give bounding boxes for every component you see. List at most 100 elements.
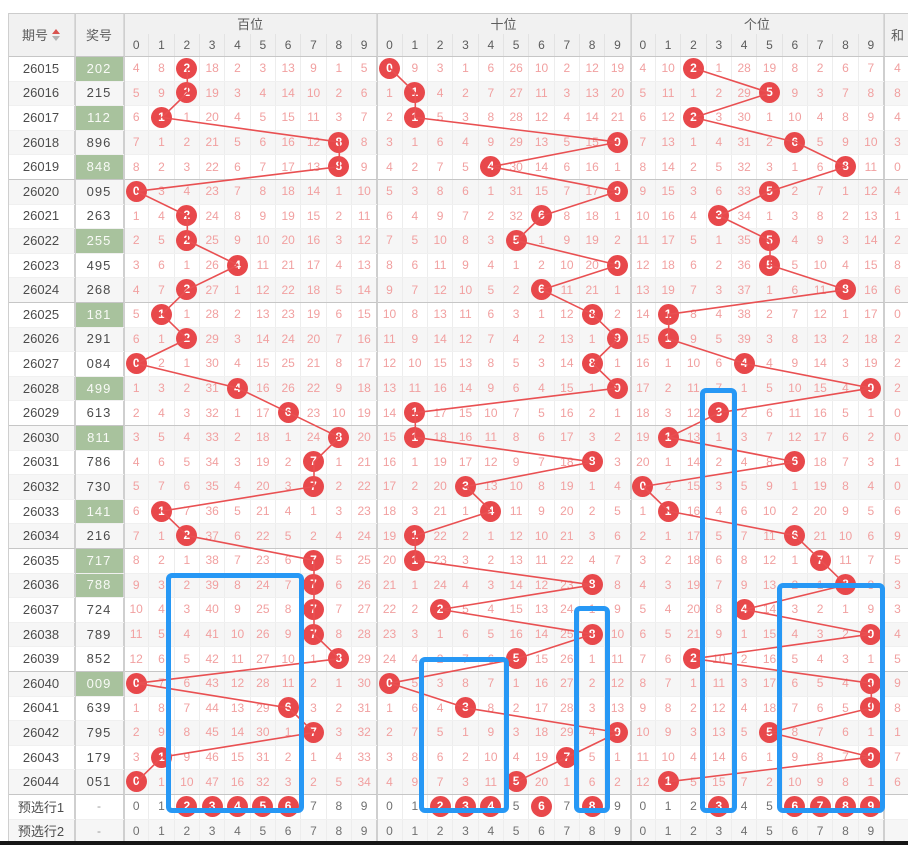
preselect-digit-cell[interactable]: 6	[529, 818, 555, 844]
digit-cell: 19	[301, 302, 327, 327]
digit-cell: 11	[555, 277, 580, 302]
preselect-digit-cell[interactable]: 8	[580, 818, 606, 844]
digit-cell: 3	[656, 400, 682, 425]
preselect-digit-cell[interactable]: 9	[352, 794, 378, 819]
preselect-digit-cell[interactable]: 2	[428, 818, 454, 844]
preselect-digit-cell[interactable]: 8	[327, 794, 352, 819]
prize-cell: 717	[75, 548, 124, 573]
preselect-digit-cell[interactable]: 1	[656, 818, 682, 844]
column-divider	[630, 13, 632, 843]
preselect-digit-cell[interactable]: 7	[301, 818, 327, 844]
preselect-digit-cell[interactable]: 0	[377, 818, 403, 844]
sort-icon[interactable]	[52, 28, 60, 41]
digit-cell: 11	[783, 400, 808, 425]
preselect-digit-cell[interactable]: 7	[301, 794, 327, 819]
digit-cell: 1	[580, 326, 606, 352]
preselect-digit-cell[interactable]: 8	[833, 818, 859, 844]
preselect-digit-cell[interactable]: 0	[377, 794, 403, 819]
digit-cell: 9	[681, 326, 707, 352]
preselect-digit-cell[interactable]: 6	[783, 818, 808, 844]
digit-cell: 2	[124, 400, 150, 425]
digit-cell: 36	[732, 252, 758, 278]
preselect-digit-cell[interactable]: 6	[276, 818, 302, 844]
preselect-digit-cell[interactable]: 1	[149, 818, 175, 844]
digit-cell: 17	[555, 425, 580, 450]
digit-cell: 2	[504, 277, 530, 302]
digit-cell: 15	[453, 400, 479, 425]
preselect-digit-cell[interactable]: 1	[403, 818, 428, 844]
preselect-digit-cell[interactable]: 2	[175, 818, 200, 844]
preselect-digit-cell[interactable]: 7	[808, 818, 834, 844]
preselect-digit-cell[interactable]: 7	[555, 818, 580, 844]
col-header-tens: 十位	[377, 13, 631, 34]
digit-cell: 1	[175, 351, 200, 376]
preselect-digit-cell[interactable]: 2	[681, 794, 707, 819]
preselect-digit-cell[interactable]: 2	[681, 818, 707, 844]
preselect-digit-cell[interactable]: 9	[352, 818, 378, 844]
prize-cell: 216	[75, 523, 124, 548]
digit-cell: 21	[200, 129, 226, 155]
preselect-digit-cell[interactable]: 1	[149, 794, 175, 819]
digit-cell: 2	[301, 523, 327, 548]
digit-cell: 28	[352, 621, 378, 647]
preselect-digit-cell[interactable]: 5	[504, 794, 530, 819]
digit-cell: 3	[327, 105, 352, 130]
preselect-digit-cell[interactable]: 0	[631, 794, 656, 819]
digit-cell: 20	[555, 498, 580, 524]
drawn-ball: 2	[176, 57, 198, 79]
preselect-digit-cell[interactable]: 0	[631, 818, 656, 844]
preselect-digit-cell[interactable]: 0	[124, 818, 150, 844]
period-cell: 26025	[8, 302, 75, 327]
digit-cell: 9	[428, 203, 454, 229]
preselect-digit-cell[interactable]: 9	[605, 794, 631, 819]
digit-cell: 8	[124, 548, 150, 573]
digit-cell: 1	[403, 523, 428, 548]
digit-cell: 6	[529, 425, 555, 450]
digit-cell: 7	[656, 671, 682, 696]
preselect-digit-cell[interactable]: 1	[656, 794, 682, 819]
col-header-period[interactable]: 期号	[8, 13, 75, 56]
digit-cell: 8	[327, 646, 352, 671]
preselect-digit-cell[interactable]: 7	[555, 794, 580, 819]
digit-cell: 29	[732, 80, 758, 106]
digit-cell: 12	[529, 572, 555, 598]
digit-cell: 17	[251, 400, 276, 425]
period-cell: 26036	[8, 572, 75, 598]
digit-cell: 3	[833, 228, 859, 253]
drawn-ball: 9	[606, 180, 628, 202]
digit-cell: 33	[732, 179, 758, 204]
digit-cell: 12	[529, 105, 555, 130]
preselect-digit-cell[interactable]: 6	[529, 794, 555, 819]
digit-cell: 34	[352, 769, 378, 794]
digit-cell: 9	[529, 498, 555, 524]
preselect-digit-cell[interactable]: 3	[453, 818, 479, 844]
preselect-digit-cell[interactable]: 4	[225, 818, 251, 844]
digit-cell: 17	[808, 425, 834, 450]
preselect-digit-cell[interactable]: 1	[403, 794, 428, 819]
period-cell: 26021	[8, 203, 75, 229]
digit-cell: 4	[859, 474, 884, 499]
preselect-digit-cell[interactable]: 8	[327, 818, 352, 844]
preselect-digit-cell[interactable]: 0	[124, 794, 150, 819]
preselect-digit-cell[interactable]: 4	[732, 794, 758, 819]
sum-tail-cell: 0	[894, 405, 901, 420]
digit-cell: 30	[352, 671, 378, 696]
preselect-digit-cell[interactable]: 5	[504, 818, 530, 844]
digit-column-header: 3	[199, 34, 226, 56]
digit-cell: 8	[225, 203, 251, 229]
digit-cell: 22	[377, 597, 403, 622]
digit-cell: 36	[200, 498, 226, 524]
digit-cell: 1	[377, 695, 403, 721]
preselect-digit-cell[interactable]: 5	[757, 794, 783, 819]
preselect-digit-cell[interactable]: 4	[479, 818, 504, 844]
preselect-digit-cell[interactable]: 3	[200, 818, 226, 844]
preselect-digit-cell[interactable]: 4	[732, 818, 758, 844]
preselect-digit-cell[interactable]: 5	[251, 818, 276, 844]
row-divider	[8, 228, 908, 230]
preselect-digit-cell[interactable]: 5	[757, 818, 783, 844]
digit-cell: 24	[301, 425, 327, 450]
digit-cell: 1	[479, 523, 504, 548]
preselect-digit-cell[interactable]: 9	[605, 818, 631, 844]
preselect-digit-cell[interactable]: 9	[859, 818, 884, 844]
preselect-digit-cell[interactable]: 3	[707, 818, 732, 844]
